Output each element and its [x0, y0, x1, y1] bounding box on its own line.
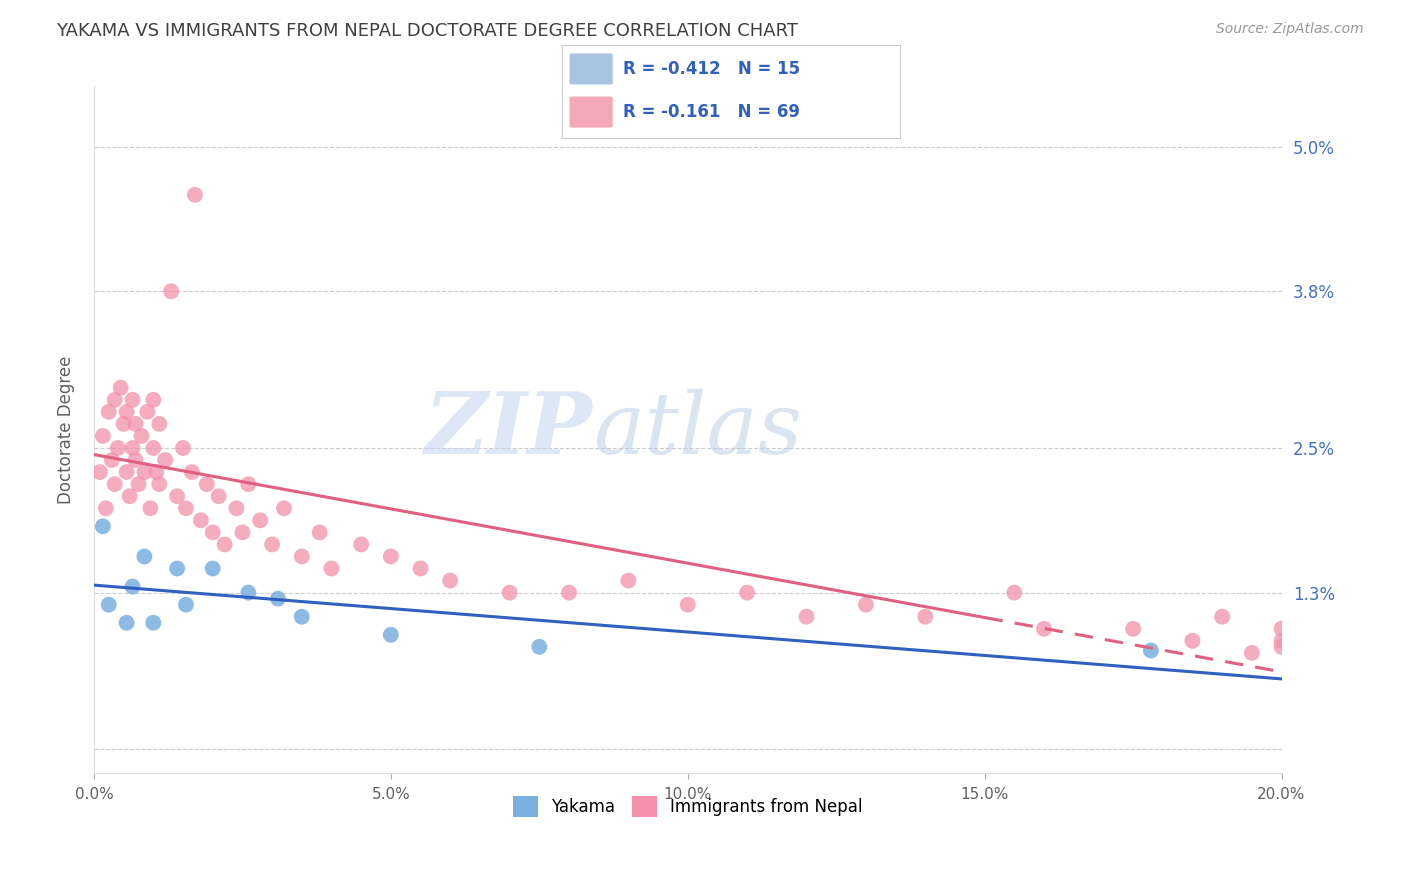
Point: [273, 501, 295, 516]
Point: [1181, 633, 1204, 648]
Point: [115, 615, 138, 630]
Point: [350, 537, 373, 551]
Point: [291, 609, 314, 624]
Text: atlas: atlas: [593, 389, 801, 471]
Y-axis label: Doctorate Degree: Doctorate Degree: [58, 356, 75, 504]
Point: [110, 381, 132, 395]
Point: [166, 489, 188, 503]
Point: [115, 405, 138, 419]
Point: [139, 501, 162, 516]
Point: [617, 574, 640, 588]
Point: [249, 513, 271, 527]
Point: [174, 501, 197, 516]
Point: [380, 549, 402, 564]
Point: [104, 477, 127, 491]
Point: [180, 465, 202, 479]
Point: [100, 453, 122, 467]
Point: [121, 392, 143, 407]
Point: [201, 561, 224, 575]
Text: R = -0.161   N = 69: R = -0.161 N = 69: [623, 103, 800, 121]
Point: [107, 441, 129, 455]
Point: [160, 285, 183, 299]
Point: [409, 561, 432, 575]
Point: [148, 477, 170, 491]
Point: [558, 585, 581, 599]
Point: [124, 453, 146, 467]
Point: [914, 609, 936, 624]
Point: [190, 513, 212, 527]
Point: [207, 489, 229, 503]
Point: [94, 501, 117, 516]
Point: [89, 465, 111, 479]
Point: [145, 465, 167, 479]
Point: [498, 585, 520, 599]
Point: [121, 441, 143, 455]
Point: [214, 537, 236, 551]
FancyBboxPatch shape: [569, 53, 613, 85]
Point: [153, 453, 176, 467]
Point: [238, 585, 260, 599]
Point: [184, 187, 207, 202]
Point: [142, 615, 165, 630]
Point: [121, 580, 143, 594]
Point: [321, 561, 343, 575]
Point: [380, 628, 402, 642]
Point: [855, 598, 877, 612]
Point: [115, 465, 138, 479]
Point: [1033, 622, 1056, 636]
Text: ZIP: ZIP: [425, 388, 593, 472]
Point: [124, 417, 146, 431]
Point: [148, 417, 170, 431]
Point: [291, 549, 314, 564]
Point: [142, 392, 165, 407]
Point: [97, 598, 120, 612]
Point: [735, 585, 758, 599]
Point: [1002, 585, 1025, 599]
Point: [172, 441, 194, 455]
Point: [97, 405, 120, 419]
Point: [201, 525, 224, 540]
Text: R = -0.412   N = 15: R = -0.412 N = 15: [623, 60, 800, 78]
Point: [308, 525, 330, 540]
Point: [796, 609, 818, 624]
Point: [91, 429, 114, 443]
Point: [1122, 622, 1144, 636]
Point: [1211, 609, 1233, 624]
Legend: Yakama, Immigrants from Nepal: Yakama, Immigrants from Nepal: [506, 789, 869, 823]
Point: [134, 549, 156, 564]
Point: [1270, 622, 1292, 636]
Point: [136, 405, 159, 419]
Point: [231, 525, 253, 540]
Point: [195, 477, 218, 491]
Point: [104, 392, 127, 407]
Point: [1240, 646, 1263, 660]
Point: [529, 640, 551, 654]
FancyBboxPatch shape: [569, 96, 613, 128]
Point: [134, 465, 156, 479]
Text: Source: ZipAtlas.com: Source: ZipAtlas.com: [1216, 22, 1364, 37]
Point: [131, 429, 153, 443]
Point: [238, 477, 260, 491]
Point: [166, 561, 188, 575]
Point: [225, 501, 247, 516]
Point: [142, 441, 165, 455]
Point: [1270, 633, 1292, 648]
Point: [91, 519, 114, 533]
Point: [676, 598, 699, 612]
Point: [1140, 643, 1163, 657]
Text: YAKAMA VS IMMIGRANTS FROM NEPAL DOCTORATE DEGREE CORRELATION CHART: YAKAMA VS IMMIGRANTS FROM NEPAL DOCTORAT…: [56, 22, 799, 40]
Point: [112, 417, 135, 431]
Point: [174, 598, 197, 612]
Point: [439, 574, 461, 588]
Point: [127, 477, 149, 491]
Point: [267, 591, 290, 606]
Point: [1270, 640, 1292, 654]
Point: [262, 537, 284, 551]
Point: [118, 489, 141, 503]
